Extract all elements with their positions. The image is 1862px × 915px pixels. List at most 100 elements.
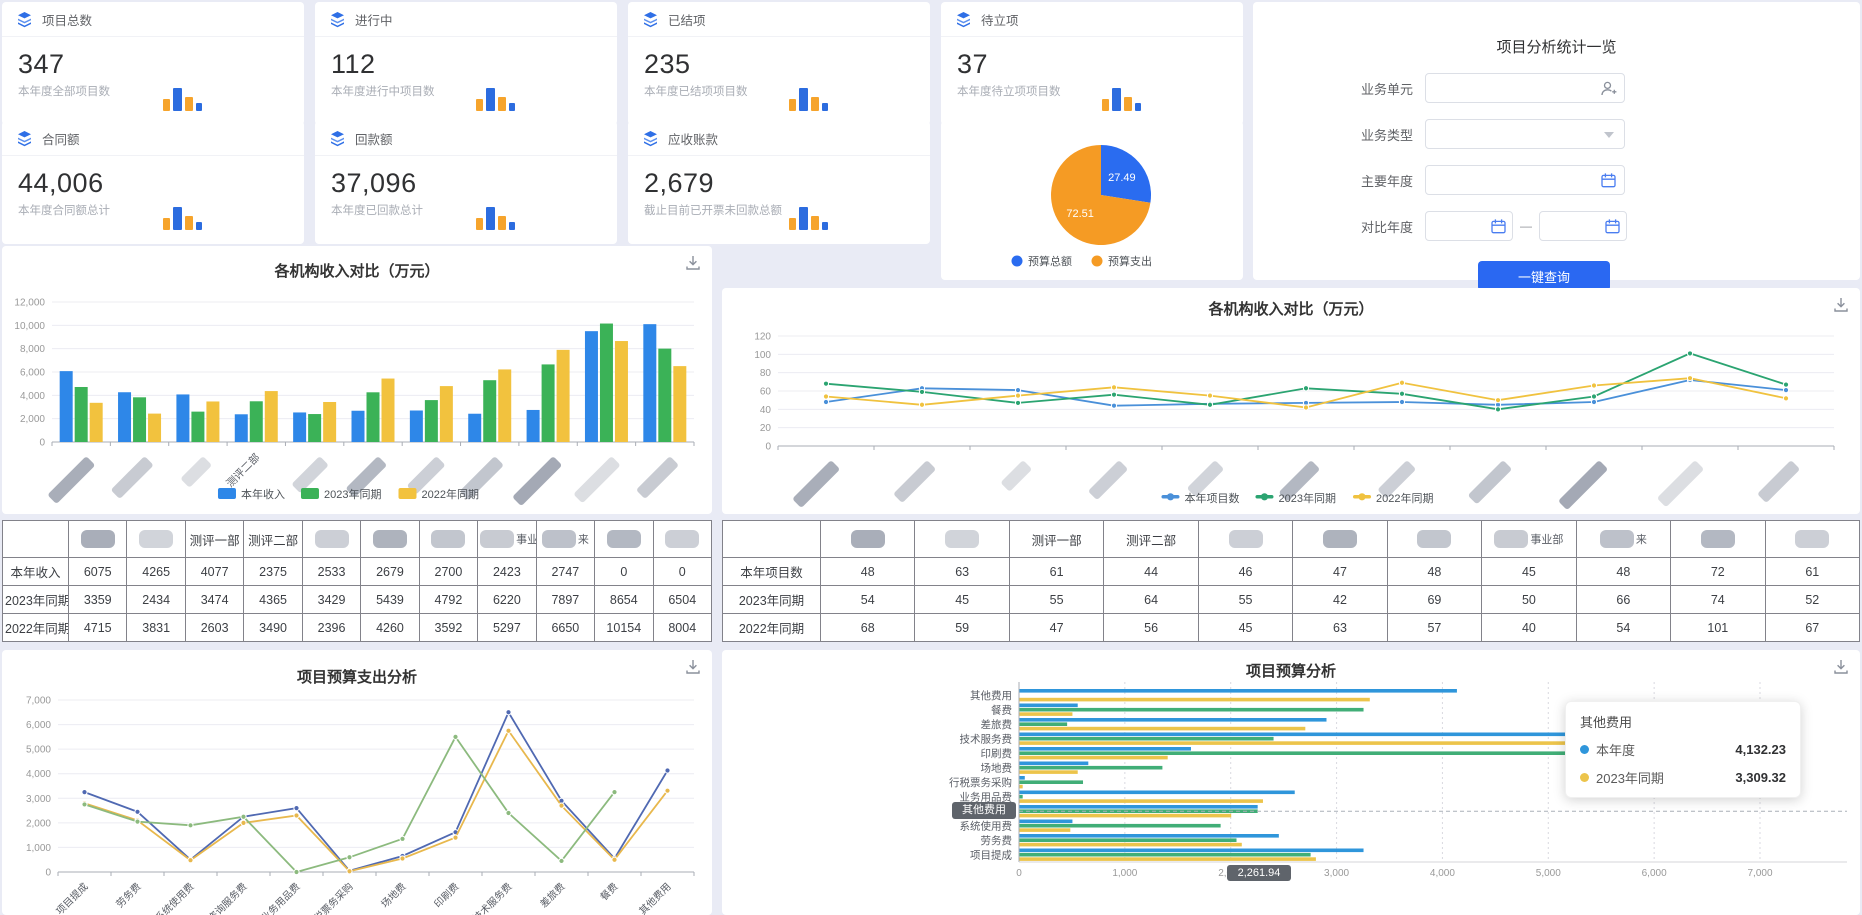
hbar-2023年同期[interactable] xyxy=(1019,813,1232,818)
budget-expense-line-chart[interactable]: 0 1,000 2,000 3,000 4,000 5,000 6,000 7,000 项目提成… xyxy=(2,650,712,915)
bar-2022年同期[interactable] xyxy=(89,402,103,442)
data-point[interactable] xyxy=(1110,402,1118,409)
hbar-2023年同期[interactable] xyxy=(1019,726,1306,731)
org-count-line-chart[interactable]: 0 20 40 60 80 100 120 本年项目数 2023年同期 2022年同期 xyxy=(722,288,1860,514)
hbar-2023年同期[interactable] xyxy=(1019,857,1316,861)
line-本年度[interactable] xyxy=(84,710,669,872)
data-point[interactable] xyxy=(1590,393,1598,400)
data-point[interactable] xyxy=(452,733,459,740)
download-icon[interactable] xyxy=(684,254,702,272)
bar-2023年同期[interactable] xyxy=(541,364,555,442)
bar-2023年同期[interactable] xyxy=(133,397,147,442)
pie-slice-预算总额[interactable] xyxy=(1101,145,1152,203)
data-point[interactable] xyxy=(822,380,830,387)
hbar-2023年同期[interactable] xyxy=(1019,741,1629,745)
hbar-本年度[interactable] xyxy=(1019,848,1364,853)
query-button[interactable]: 一键查询 xyxy=(1478,261,1610,291)
data-point[interactable] xyxy=(293,868,300,876)
bar-本年收入[interactable] xyxy=(468,413,482,442)
data-point[interactable] xyxy=(1302,385,1310,392)
data-point[interactable] xyxy=(1014,392,1022,399)
hbar-本年度[interactable] xyxy=(1019,732,1708,737)
hbar-2023年同期[interactable] xyxy=(1019,828,1071,832)
hbar-本年度[interactable] xyxy=(1019,776,1025,780)
data-point[interactable] xyxy=(1398,390,1406,397)
hbar-2023年同期[interactable] xyxy=(1019,784,1023,789)
data-point[interactable] xyxy=(134,808,141,815)
bar-2022年同期[interactable] xyxy=(614,341,628,442)
business-type-select[interactable] xyxy=(1425,119,1625,149)
hbar-2022年同期[interactable] xyxy=(1019,751,1602,755)
legend-item[interactable]: 本年项目数 xyxy=(1161,491,1239,505)
bar-本年收入[interactable] xyxy=(643,324,657,442)
data-point[interactable] xyxy=(399,855,406,862)
hbar-2023年同期[interactable] xyxy=(1019,770,1078,774)
data-point[interactable] xyxy=(1782,386,1790,394)
hbar-2022年同期[interactable] xyxy=(1019,707,1364,712)
download-icon[interactable] xyxy=(1832,296,1850,314)
bar-2023年同期[interactable] xyxy=(424,400,438,442)
hbar-2022年同期[interactable] xyxy=(1019,794,1023,799)
bar-2023年同期[interactable] xyxy=(191,411,205,442)
data-point[interactable] xyxy=(1590,398,1598,406)
data-point[interactable] xyxy=(240,813,247,820)
data-point[interactable] xyxy=(1590,382,1598,389)
data-point[interactable] xyxy=(611,856,618,863)
data-point[interactable] xyxy=(1014,386,1022,394)
data-point[interactable] xyxy=(1398,398,1406,406)
bar-2023年同期[interactable] xyxy=(658,348,672,442)
data-point[interactable] xyxy=(505,809,512,817)
hbar-本年度[interactable] xyxy=(1019,834,1279,838)
data-point[interactable] xyxy=(1110,391,1118,398)
legend-item[interactable]: 2023年同期 xyxy=(1255,491,1336,505)
data-point[interactable] xyxy=(918,401,926,408)
bar-2022年同期[interactable] xyxy=(439,386,453,442)
hbar-2023年同期[interactable] xyxy=(1019,842,1242,847)
bar-本年收入[interactable] xyxy=(176,394,190,442)
business-unit-input[interactable] xyxy=(1425,73,1625,103)
bar-2022年同期[interactable] xyxy=(206,401,220,442)
legend-item[interactable]: 2023年同期 xyxy=(300,487,381,501)
hbar-2023年同期[interactable] xyxy=(1019,799,1263,803)
data-point[interactable] xyxy=(664,787,671,794)
data-point[interactable] xyxy=(1782,381,1790,388)
bar-2023年同期[interactable] xyxy=(483,380,497,442)
hbar-2022年同期[interactable] xyxy=(1019,765,1163,770)
bar-本年收入[interactable] xyxy=(584,331,598,442)
legend-item[interactable]: 2022年同期 xyxy=(398,487,479,501)
data-point[interactable] xyxy=(1014,399,1022,407)
hbar-2023年同期[interactable] xyxy=(1019,712,1073,716)
bar-2022年同期[interactable] xyxy=(498,369,512,442)
data-point[interactable] xyxy=(81,789,88,796)
bar-2023年同期[interactable] xyxy=(74,386,88,442)
bar-2022年同期[interactable] xyxy=(673,366,687,442)
data-point[interactable] xyxy=(1686,375,1694,382)
person-add-icon[interactable] xyxy=(1600,80,1617,102)
data-point[interactable] xyxy=(293,805,300,812)
pie-slice-预算支出[interactable] xyxy=(1051,145,1151,245)
bar-2023年同期[interactable] xyxy=(366,392,380,442)
bar-本年收入[interactable] xyxy=(118,392,132,442)
data-point[interactable] xyxy=(558,802,565,809)
bar-本年收入[interactable] xyxy=(409,410,423,443)
legend-item[interactable]: 2022年同期 xyxy=(1353,491,1433,505)
data-point[interactable] xyxy=(505,709,512,716)
legend-item[interactable]: 预算总额 xyxy=(1011,254,1073,268)
data-point[interactable] xyxy=(1686,350,1694,357)
data-point[interactable] xyxy=(1782,395,1790,402)
data-point[interactable] xyxy=(1302,404,1310,411)
hbar-2022年同期[interactable] xyxy=(1019,722,1068,726)
hbar-本年度[interactable] xyxy=(1019,805,1258,809)
legend-item[interactable]: 预算支出 xyxy=(1091,254,1153,268)
bar-本年收入[interactable] xyxy=(351,410,365,442)
data-point[interactable] xyxy=(1206,401,1214,408)
data-point[interactable] xyxy=(187,857,194,864)
hbar-2022年同期[interactable] xyxy=(1019,838,1237,842)
data-point[interactable] xyxy=(346,868,353,875)
hbar-本年度[interactable] xyxy=(1019,819,1073,824)
bar-2023年同期[interactable] xyxy=(308,414,322,442)
bar-2022年同期[interactable] xyxy=(381,378,395,442)
line-2023年同期[interactable] xyxy=(84,728,669,873)
data-point[interactable] xyxy=(611,789,618,796)
data-point[interactable] xyxy=(399,835,406,842)
